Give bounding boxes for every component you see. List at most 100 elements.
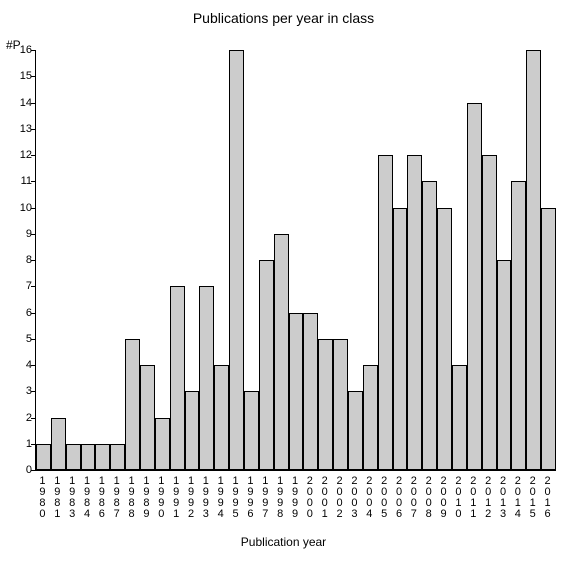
bar — [482, 155, 497, 470]
bar — [422, 181, 437, 470]
bar — [437, 208, 452, 471]
y-tick — [31, 470, 35, 471]
y-tick-label: 3 — [7, 385, 32, 397]
x-tick-label: 1 9 9 0 — [154, 476, 168, 520]
x-tick-label: 1 9 8 1 — [50, 476, 64, 520]
y-tick — [31, 76, 35, 77]
x-tick-label: 1 9 8 6 — [95, 476, 109, 520]
y-tick-label: 9 — [7, 228, 32, 240]
bar — [185, 391, 200, 470]
x-tick-label: 2 0 0 2 — [333, 476, 347, 520]
bar — [140, 365, 155, 470]
y-tick-label: 14 — [7, 97, 32, 109]
bar — [66, 444, 81, 470]
x-axis-title: Publication year — [0, 535, 567, 549]
bar — [81, 444, 96, 470]
y-tick — [31, 391, 35, 392]
x-tick-label: 1 9 8 3 — [65, 476, 79, 520]
y-tick — [31, 286, 35, 287]
x-tick-label: 1 9 8 9 — [139, 476, 153, 520]
bar — [170, 286, 185, 470]
bar — [229, 50, 244, 470]
x-tick-label: 2 0 1 6 — [541, 476, 555, 520]
x-tick-label: 1 9 8 0 — [35, 476, 49, 520]
x-tick-label: 2 0 1 2 — [481, 476, 495, 520]
bar — [526, 50, 541, 470]
y-tick-label: 6 — [7, 307, 32, 319]
chart-container: Publications per year in class #P Public… — [0, 0, 567, 567]
bar — [318, 339, 333, 470]
y-tick-label: 12 — [7, 149, 32, 161]
x-tick-label: 1 9 9 4 — [214, 476, 228, 520]
bar — [289, 313, 304, 471]
y-tick — [31, 129, 35, 130]
bar — [51, 418, 66, 471]
bar — [214, 365, 229, 470]
x-tick-label: 2 0 0 4 — [362, 476, 376, 520]
y-tick — [31, 444, 35, 445]
y-tick-label: 5 — [7, 333, 32, 345]
x-tick-label: 2 0 0 3 — [347, 476, 361, 520]
bar — [110, 444, 125, 470]
bar — [244, 391, 259, 470]
bar — [541, 208, 556, 471]
bar — [125, 339, 140, 470]
y-tick — [31, 365, 35, 366]
y-tick — [31, 313, 35, 314]
x-tick-label: 1 9 9 8 — [273, 476, 287, 520]
bar — [333, 339, 348, 470]
y-tick-label: 10 — [7, 202, 32, 214]
x-tick-label: 1 9 9 3 — [199, 476, 213, 520]
y-tick-label: 1 — [7, 438, 32, 450]
x-tick-label: 2 0 0 9 — [437, 476, 451, 520]
bar — [452, 365, 467, 470]
chart-title: Publications per year in class — [0, 10, 567, 26]
y-tick — [31, 208, 35, 209]
y-tick-label: 0 — [7, 464, 32, 476]
x-tick-label: 2 0 0 0 — [303, 476, 317, 520]
y-tick — [31, 50, 35, 51]
bar — [378, 155, 393, 470]
x-tick-label: 1 9 8 4 — [80, 476, 94, 520]
y-tick — [31, 103, 35, 104]
bar — [497, 260, 512, 470]
x-tick-label: 2 0 0 1 — [318, 476, 332, 520]
x-tick-label: 2 0 1 4 — [511, 476, 525, 520]
x-tick-label: 1 9 9 6 — [243, 476, 257, 520]
y-tick — [31, 234, 35, 235]
bar — [363, 365, 378, 470]
bar — [303, 313, 318, 471]
x-tick-label: 2 0 1 5 — [526, 476, 540, 520]
y-tick-label: 11 — [7, 175, 32, 187]
y-tick-label: 7 — [7, 280, 32, 292]
x-tick-label: 1 9 9 5 — [229, 476, 243, 520]
bar — [95, 444, 110, 470]
y-tick — [31, 181, 35, 182]
bar — [393, 208, 408, 471]
x-tick-label: 2 0 0 8 — [422, 476, 436, 520]
bar — [407, 155, 422, 470]
y-tick-label: 4 — [7, 359, 32, 371]
y-tick-label: 15 — [7, 70, 32, 82]
x-tick-label: 1 9 8 8 — [125, 476, 139, 520]
x-tick-label: 1 9 9 7 — [258, 476, 272, 520]
bar — [36, 444, 51, 470]
y-tick-label: 16 — [7, 44, 32, 56]
x-tick-label: 1 9 8 7 — [110, 476, 124, 520]
x-tick-label: 1 9 9 2 — [184, 476, 198, 520]
x-tick-label: 2 0 1 0 — [451, 476, 465, 520]
x-tick-label: 1 9 9 1 — [169, 476, 183, 520]
x-tick-label: 2 0 0 5 — [377, 476, 391, 520]
x-tick-label: 2 0 0 6 — [392, 476, 406, 520]
x-tick-label: 1 9 9 9 — [288, 476, 302, 520]
y-tick-label: 13 — [7, 123, 32, 135]
y-tick-label: 8 — [7, 254, 32, 266]
bar — [155, 418, 170, 471]
bar — [467, 103, 482, 471]
y-tick-label: 2 — [7, 412, 32, 424]
y-tick — [31, 260, 35, 261]
y-tick — [31, 339, 35, 340]
x-tick-label: 2 0 0 7 — [407, 476, 421, 520]
bar — [259, 260, 274, 470]
plot-area — [35, 50, 556, 471]
